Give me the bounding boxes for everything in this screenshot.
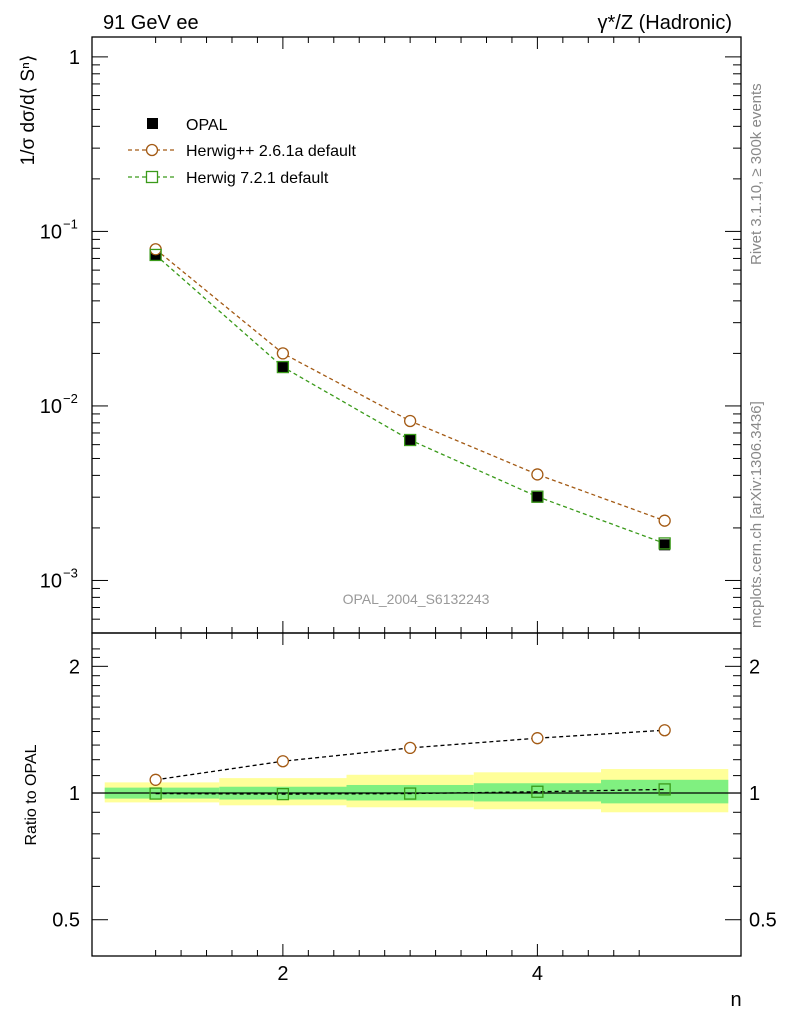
mcplots-label: mcplots.cern.ch [arXiv:1306.3436] <box>748 401 765 628</box>
ratio-point-herwigpp <box>531 732 544 745</box>
ratio-point-herwig7 <box>403 787 417 800</box>
y-tick-label: 2 <box>69 656 80 678</box>
data-point-herwig7 <box>276 360 290 374</box>
data-point-herwigpp <box>531 468 544 481</box>
plot-title-left: 91 GeV ee <box>103 12 199 34</box>
ratio-line-herwigpp <box>155 729 665 781</box>
main-panel: 10 −310 −210 −11 <box>40 36 742 634</box>
legend-entry-herwig7: Herwig 7.2.1 default <box>128 170 329 187</box>
x-axis-label: n <box>730 989 741 1011</box>
data-point-herwigpp <box>276 347 290 360</box>
legend-marker-opal <box>147 118 158 129</box>
data-point-herwigpp <box>658 514 671 527</box>
plot-title-right: γ*/Z (Hadronic) <box>598 12 732 34</box>
analysis-id-label: OPAL_2004_S6132243 <box>343 591 490 607</box>
data-point-herwig7 <box>531 490 544 503</box>
data-point-herwig7 <box>403 433 417 447</box>
y-tick-label: 10 <box>40 570 62 592</box>
legend-entry-opal: OPAL <box>147 117 228 134</box>
x-tick-label: 4 <box>532 963 543 985</box>
ratio-band-inner <box>601 779 729 804</box>
y-tick-label: 1 <box>69 783 80 805</box>
legend-label-opal: OPAL <box>186 117 228 134</box>
data-point-opal <box>531 491 543 503</box>
y-tick-label-exponent: −2 <box>63 391 78 406</box>
y-tick-label-exponent: −3 <box>63 565 78 580</box>
ratio-point-herwigpp <box>658 724 671 737</box>
ratio-point-herwigpp <box>403 741 417 755</box>
legend-marker-herwigpp <box>145 143 159 157</box>
ratio-point-herwig7 <box>276 787 290 801</box>
data-point-opal <box>404 434 416 446</box>
main-y-axis-label: 1/σ dσ/d⟨ Sⁿ⟩ <box>18 55 39 166</box>
data-point-herwig7 <box>149 248 162 262</box>
series-line-herwig7 <box>155 254 665 545</box>
y-tick-label: 10 <box>40 221 62 243</box>
ratio-panel: 2 4 0.5 0.5 1 1 2 2 <box>52 632 777 985</box>
legend-label-herwig7: Herwig 7.2.1 default <box>186 170 329 187</box>
ratio-line-herwig7 <box>155 788 665 795</box>
ratio-point-herwigpp <box>276 755 290 768</box>
data-point-opal <box>659 539 671 551</box>
ratio-point-herwig7 <box>658 783 671 796</box>
ratio-point-herwig7 <box>531 785 544 798</box>
ratio-y-axis-label: Ratio to OPAL <box>23 744 40 845</box>
data-point-herwig7 <box>658 537 671 550</box>
y-tick-label-right: 2 <box>749 656 760 678</box>
ratio-frame <box>91 632 742 957</box>
legend: OPAL Herwig++ 2.6.1a default Herwig 7.2.… <box>128 117 356 187</box>
y-tick-label-exponent: −1 <box>63 216 78 231</box>
rivet-version-label: Rivet 3.1.10, ≥ 300k events <box>748 83 765 265</box>
legend-marker-herwig7 <box>145 170 159 184</box>
ratio-point-herwig7 <box>149 787 162 800</box>
y-tick-label: 1 <box>69 47 80 69</box>
y-tick-label: 0.5 <box>52 910 80 932</box>
data-point-opal <box>277 361 289 373</box>
ratio-point-herwigpp <box>149 773 162 786</box>
data-point-herwigpp <box>403 414 417 428</box>
y-tick-label-right: 0.5 <box>749 910 777 932</box>
series-line-herwigpp <box>155 248 665 522</box>
y-tick-label-right: 1 <box>749 783 760 805</box>
y-tick-label: 10 <box>40 396 62 418</box>
legend-label-herwigpp: Herwig++ 2.6.1a default <box>186 143 356 160</box>
x-tick-label: 2 <box>277 963 288 985</box>
legend-entry-herwigpp: Herwig++ 2.6.1a default <box>128 143 356 160</box>
